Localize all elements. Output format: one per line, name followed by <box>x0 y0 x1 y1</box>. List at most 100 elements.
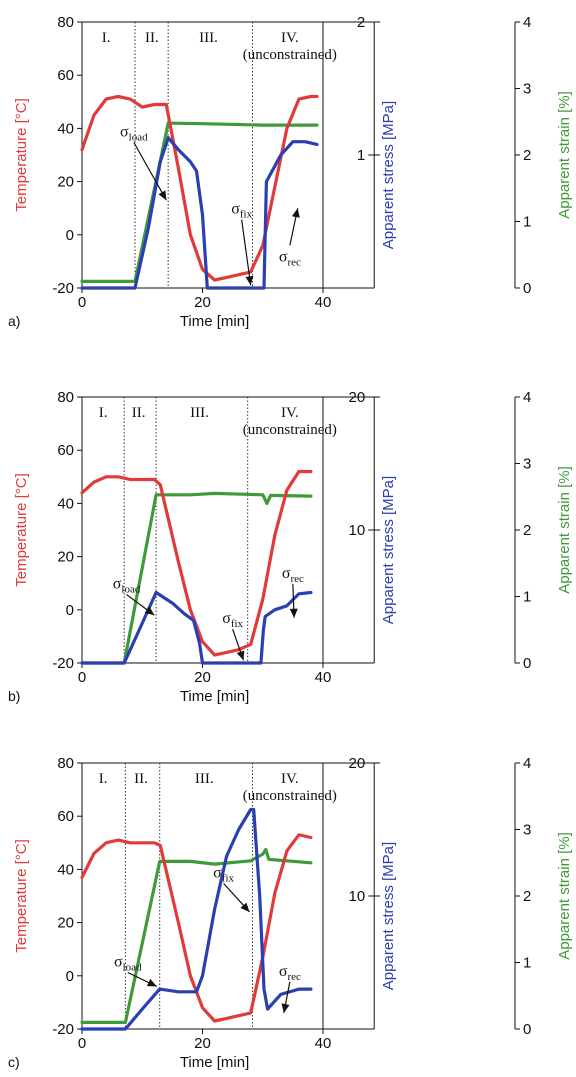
phase-label: IV. <box>281 771 299 787</box>
y-tick-label: 60 <box>57 808 74 825</box>
sigma-subscript: load <box>123 961 142 973</box>
x-tick-label: 40 <box>315 294 332 311</box>
sigma-symbol: σ <box>120 123 129 140</box>
strain-tick-label: 2 <box>523 888 531 905</box>
sigma-rec-label: σrec <box>282 565 304 585</box>
strain-series-line <box>80 847 313 1025</box>
sigma-subscript: rec <box>287 256 301 268</box>
y-tick-label: 0 <box>66 968 74 985</box>
strain-axis-label: Apparent strain [%] <box>556 91 573 219</box>
strain-tick-label: 3 <box>523 822 531 839</box>
y-tick-label: 60 <box>57 442 74 459</box>
annotation-arrow-head <box>281 1003 290 1013</box>
x-axis-label: Time [min] <box>180 688 249 705</box>
sigma-subscript: load <box>121 584 140 596</box>
strain-series-line <box>80 491 313 665</box>
sigma-symbol: σ <box>279 963 288 980</box>
y-tick-label: 0 <box>66 227 74 244</box>
x-tick-label: 0 <box>78 294 86 311</box>
panel-label: c) <box>8 1054 20 1070</box>
phase-label: I. <box>99 405 108 421</box>
sigma-symbol: σ <box>114 953 123 970</box>
y-tick-label: -20 <box>52 1021 74 1038</box>
annotation-arrow-head <box>289 608 298 618</box>
sigma-symbol: σ <box>231 201 240 218</box>
y-tick-label: 60 <box>57 67 74 84</box>
sigma-symbol: σ <box>213 864 222 881</box>
annotation-arrow-head <box>144 606 155 616</box>
stress-axis-label: Apparent stress [MPa] <box>380 842 397 990</box>
phase-label: I. <box>102 30 111 46</box>
strain-tick-label: 0 <box>523 655 531 672</box>
y-tick-label: 20 <box>57 174 74 191</box>
strain-tick-label: 3 <box>523 81 531 98</box>
sigma-symbol: σ <box>113 576 122 593</box>
temperature-axis-label: Temperature [°C] <box>13 473 30 587</box>
phase-label: I. <box>99 771 108 787</box>
x-tick-label: 40 <box>315 669 332 686</box>
x-tick-label: 20 <box>194 294 211 311</box>
phase-label: IV. <box>281 30 299 46</box>
sigma-subscript: fix <box>231 618 244 630</box>
sigma-load-label: σload <box>114 953 142 973</box>
stress-tick-label: 20 <box>349 389 366 406</box>
x-tick-label: 0 <box>78 669 86 686</box>
y-tick-label: 80 <box>57 14 74 31</box>
y-tick-label: 0 <box>66 602 74 619</box>
strain-tick-label: 4 <box>523 389 531 406</box>
strain-axis-label: Apparent strain [%] <box>556 832 573 960</box>
strain-tick-label: 3 <box>523 456 531 473</box>
strain-axis-label: Apparent strain [%] <box>556 466 573 594</box>
stress-series-line <box>80 136 319 290</box>
stress-tick-label: 1 <box>357 147 365 164</box>
sigma-load-label: σload <box>113 576 141 596</box>
y-tick-label: 20 <box>57 549 74 566</box>
y-tick-label: 40 <box>57 861 74 878</box>
strain-tick-label: 0 <box>523 280 531 297</box>
phase-label: III. <box>190 405 209 421</box>
x-axis-label: Time [min] <box>180 313 249 330</box>
y-tick-label: 80 <box>57 755 74 772</box>
strain-tick-label: 0 <box>523 1021 531 1038</box>
sigma-symbol: σ <box>282 565 291 582</box>
phase-note: (unconstrained) <box>243 788 337 804</box>
sigma-fix-label: σfix <box>222 610 243 630</box>
annotation-arrow-line <box>133 142 167 201</box>
annotation-arrow-head <box>158 190 167 201</box>
sigma-subscript: rec <box>290 573 304 585</box>
strain-tick-label: 1 <box>523 955 531 972</box>
sigma-subscript: fix <box>240 209 253 221</box>
temperature-series-line <box>80 94 319 282</box>
strain-tick-label: 2 <box>523 522 531 539</box>
sigma-load-label: σload <box>120 123 148 143</box>
phase-label: II. <box>134 771 148 787</box>
annotation-arrow-head <box>245 275 254 286</box>
annotation-arrow-head <box>236 650 245 661</box>
x-axis-label: Time [min] <box>180 1054 249 1071</box>
sigma-rec-label: σrec <box>279 248 301 268</box>
sigma-fix-label: σfix <box>231 201 252 221</box>
sigma-symbol: σ <box>279 248 288 265</box>
annotation-arrow-head <box>240 902 250 912</box>
panel-label: a) <box>8 313 20 329</box>
phase-label: IV. <box>281 405 299 421</box>
x-tick-label: 20 <box>194 669 211 686</box>
stress-axis-label: Apparent stress [MPa] <box>380 476 397 624</box>
y-tick-label: -20 <box>52 655 74 672</box>
phase-label: III. <box>195 771 214 787</box>
x-tick-label: 20 <box>194 1035 211 1052</box>
x-tick-label: 40 <box>315 1035 332 1052</box>
stress-tick-label: 10 <box>349 888 366 905</box>
stress-series-line <box>80 807 313 1031</box>
phase-label: III. <box>199 30 218 46</box>
sigma-subscript: fix <box>222 872 235 884</box>
sigma-fix-label: σfix <box>213 864 234 884</box>
x-tick-label: 0 <box>78 1035 86 1052</box>
sigma-subscript: load <box>129 131 148 143</box>
sigma-subscript: rec <box>287 971 301 983</box>
y-tick-label: 80 <box>57 389 74 406</box>
y-tick-label: 20 <box>57 915 74 932</box>
phase-note: (unconstrained) <box>243 422 337 438</box>
